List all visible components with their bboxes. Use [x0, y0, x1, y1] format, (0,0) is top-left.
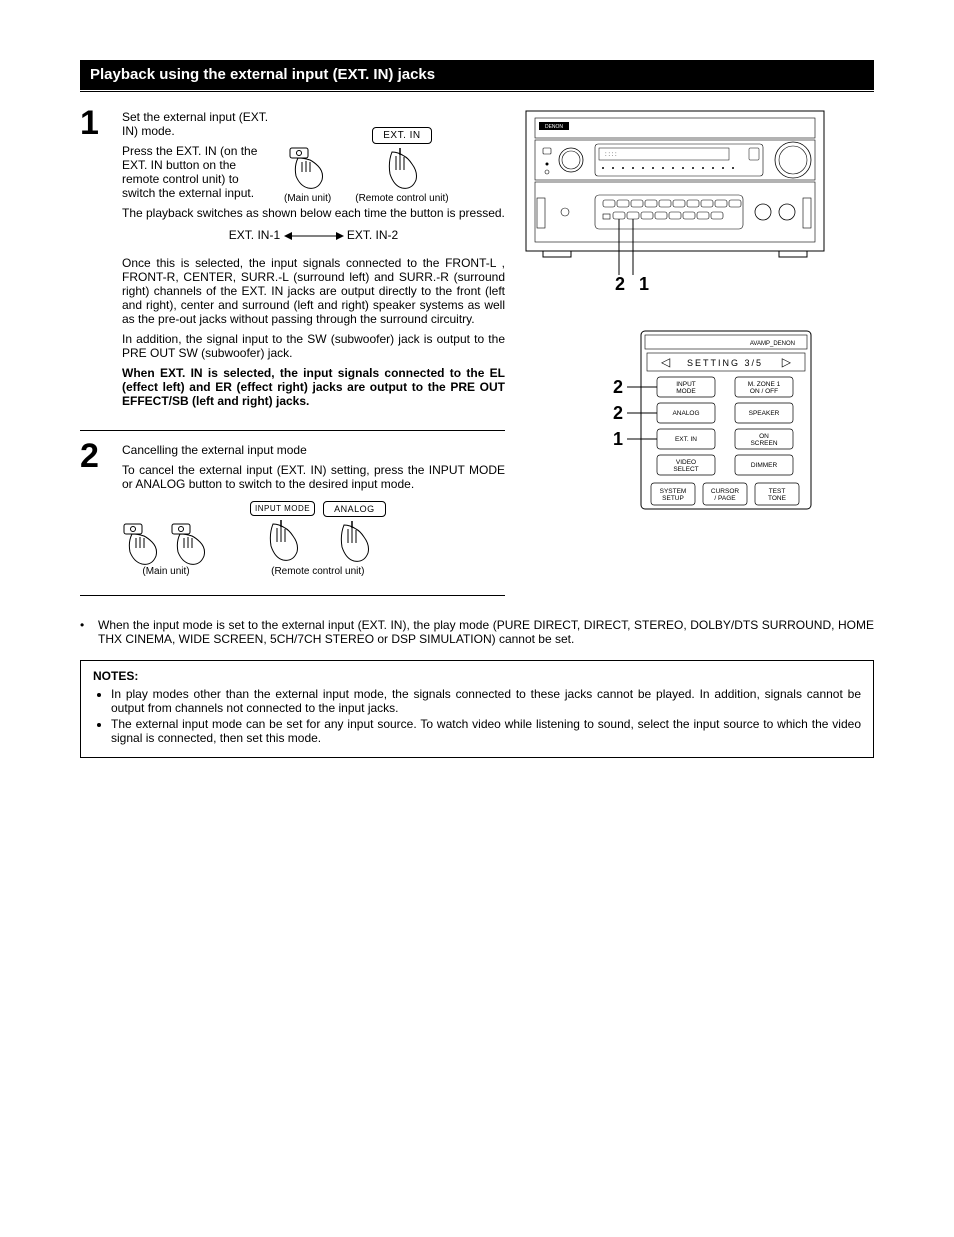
svg-text:SELECT: SELECT: [673, 466, 698, 473]
ext-in-button[interactable]: EXT. IN: [372, 127, 431, 144]
notes-box: NOTES: In play modes other than the exte…: [80, 660, 874, 758]
remote-prev-icon: ◁: [661, 355, 671, 369]
fig-remote-hand: EXT. IN (Remote control unit): [355, 127, 448, 204]
remote-top-label: AVAMP_DENON: [749, 341, 794, 347]
section-title: Playback using the external input (EXT. …: [90, 66, 435, 83]
step-number-2: 2: [80, 439, 122, 473]
remote-callout-2a: 2: [613, 377, 623, 397]
step1-line3: The playback switches as shown below eac…: [122, 206, 505, 220]
remote-callout-2b: 2: [613, 403, 623, 423]
double-arrow-icon: [284, 231, 344, 241]
step1-para-once: Once this is selected, the input signals…: [122, 256, 505, 326]
fig-remote-caption: (Remote control unit): [355, 193, 448, 204]
right-column: DENON : : : :: [525, 110, 874, 608]
fig-main-caption: (Main unit): [284, 193, 331, 204]
svg-text:SYSTEM: SYSTEM: [659, 488, 686, 495]
toggle-right: EXT. IN-2: [347, 228, 398, 242]
hand-icon: [170, 522, 210, 566]
svg-text:EXT. IN: EXT. IN: [674, 436, 696, 443]
notes-list: In play modes other than the external in…: [93, 687, 861, 745]
bottom-divider: [80, 595, 505, 596]
step-divider: [80, 430, 505, 431]
remote-diagram: AVAMP_DENON ◁ SETTING 3/5 ▷ INPUTMODE M.…: [585, 325, 815, 515]
receiver-diagram: DENON : : : :: [525, 110, 825, 300]
hand-icon: [263, 518, 303, 562]
ext-toggle-diagram: EXT. IN-1 EXT. IN-2: [122, 228, 505, 242]
fig-remote-caption-2: (Remote control unit): [250, 566, 386, 577]
svg-text:DIMMER: DIMMER: [750, 462, 777, 469]
svg-text:: : : :: : : : :: [605, 152, 617, 158]
notes-heading: NOTES:: [93, 669, 138, 683]
main-bullet: • When the input mode is set to the exte…: [80, 618, 874, 646]
hand-icon: [382, 146, 422, 190]
brand-label: DENON: [545, 124, 563, 130]
step-1-body: Set the external input (EXT. IN) mode. P…: [122, 110, 505, 414]
input-mode-button[interactable]: INPUT MODE: [250, 501, 315, 516]
step-2: 2 Cancelling the external input mode To …: [80, 443, 505, 579]
hand-icon: [334, 519, 374, 563]
hand-icon: [122, 522, 162, 566]
svg-text:ANALOG: ANALOG: [672, 410, 699, 417]
header-rule: [80, 91, 874, 92]
step2-figures: (Main unit) INPUT MODE ANALOG: [122, 501, 505, 577]
callout-1: 1: [639, 274, 649, 294]
remote-callout-1: 1: [613, 429, 623, 449]
step1-line2: Press the EXT. IN (on the EXT. IN button…: [122, 144, 272, 200]
section-header: Playback using the external input (EXT. …: [80, 60, 874, 90]
svg-text:M. ZONE 1: M. ZONE 1: [747, 381, 780, 388]
callout-2: 2: [615, 274, 625, 294]
svg-text:TONE: TONE: [768, 495, 787, 502]
svg-text:SCREEN: SCREEN: [750, 440, 777, 447]
remote-wrap: AVAMP_DENON ◁ SETTING 3/5 ▷ INPUTMODE M.…: [525, 325, 874, 515]
left-column: 1 Set the external input (EXT. IN) mode.…: [80, 110, 505, 608]
svg-text:TEST: TEST: [768, 488, 785, 495]
toggle-left: EXT. IN-1: [229, 228, 280, 242]
fig-main-caption-2: (Main unit): [122, 566, 210, 577]
hand-icon: [288, 146, 328, 190]
svg-text:ON: ON: [759, 433, 769, 440]
bullet-icon: •: [80, 618, 90, 646]
note-item: In play modes other than the external in…: [111, 687, 861, 715]
step2-line2: To cancel the external input (EXT. IN) s…: [122, 463, 505, 491]
svg-text:VIDEO: VIDEO: [675, 459, 695, 466]
analog-button[interactable]: ANALOG: [323, 501, 386, 517]
fig-remote-hands: INPUT MODE ANALOG (Remote control unit): [250, 501, 386, 577]
remote-next-icon: ▷: [781, 355, 791, 369]
svg-text:ON / OFF: ON / OFF: [749, 388, 777, 395]
step2-line1: Cancelling the external input mode: [122, 443, 505, 457]
svg-text:INPUT: INPUT: [676, 381, 696, 388]
svg-text:/ PAGE: / PAGE: [714, 495, 736, 502]
note-item: The external input mode can be set for a…: [111, 717, 861, 745]
step1-para-bold: When EXT. IN is selected, the input sign…: [122, 366, 505, 408]
svg-text:MODE: MODE: [676, 388, 696, 395]
step1-para-addition: In addition, the signal input to the SW …: [122, 332, 505, 360]
step-number-1: 1: [80, 106, 122, 140]
svg-text:SETUP: SETUP: [662, 495, 684, 502]
step1-figures: (Main unit) EXT. IN (Remote control unit…: [284, 116, 449, 204]
remote-setting-label: SETTING 3/5: [686, 358, 762, 368]
bullet-text: When the input mode is set to the extern…: [98, 618, 874, 646]
step-1: 1 Set the external input (EXT. IN) mode.…: [80, 110, 505, 414]
fig-main-unit-hands: (Main unit): [122, 522, 210, 577]
svg-text:SPEAKER: SPEAKER: [748, 410, 779, 417]
step-2-body: Cancelling the external input mode To ca…: [122, 443, 505, 579]
fig-main-unit-hand: (Main unit): [284, 146, 331, 204]
step1-line1: Set the external input (EXT. IN) mode.: [122, 110, 272, 138]
main-columns: 1 Set the external input (EXT. IN) mode.…: [80, 110, 874, 608]
svg-text:CURSOR: CURSOR: [710, 488, 738, 495]
